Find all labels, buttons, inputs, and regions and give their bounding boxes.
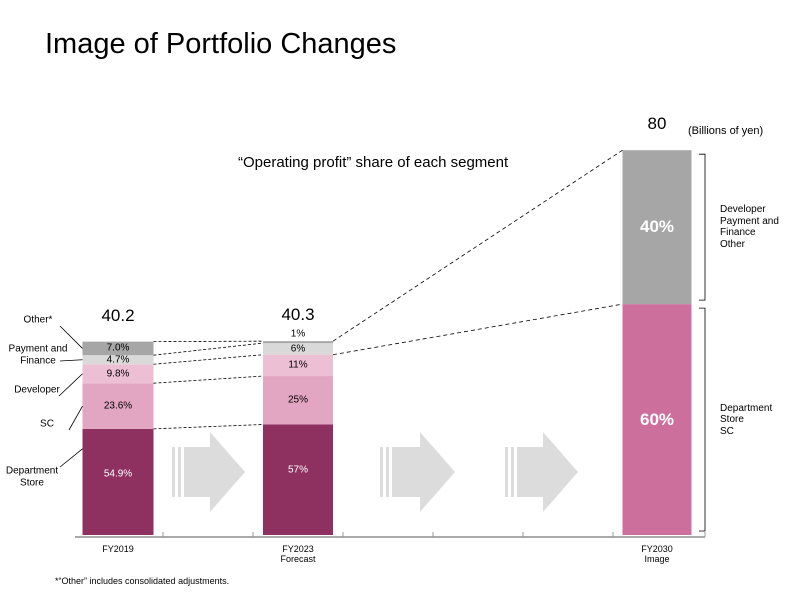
value-label: 4.7% [106, 353, 130, 365]
arrow-stripe [172, 447, 175, 497]
bar-segment [263, 354, 333, 377]
bar-segment [82, 428, 154, 535]
connector [153, 342, 264, 356]
value-label: 7.0% [106, 342, 130, 354]
arrow-stripe [178, 447, 181, 497]
unit: (Billions of yen) [688, 125, 764, 137]
bar-segment [622, 304, 692, 535]
segment-name: Other* [23, 314, 53, 326]
arrow-stripe [505, 447, 508, 497]
value-label: 11% [288, 359, 308, 371]
segment-name: SC [40, 418, 54, 430]
category-label: FY2023 Forecast [280, 544, 316, 565]
segment-name: Payment and Finance [8, 343, 68, 367]
bar-segment [263, 376, 333, 425]
total-label: 40.2 [101, 305, 135, 325]
bar-segment [82, 364, 154, 384]
footnote: *“Other” includes consolidated adjustmen… [55, 576, 230, 586]
arrow [517, 432, 578, 512]
connector [332, 303, 623, 356]
group-name: Department Store SC [720, 402, 773, 437]
value-label: 23.6% [103, 400, 133, 412]
value-label: 9.8% [106, 367, 130, 379]
leader-line [68, 405, 83, 431]
arrow [184, 432, 245, 512]
value-label: 25% [287, 394, 309, 406]
subtitle: “Operating profit” share of each segment [238, 154, 509, 171]
bar-segment [263, 343, 333, 355]
connector [153, 424, 264, 430]
bar-segment [82, 341, 154, 356]
title: Image of Portfolio Changes [45, 28, 397, 60]
bar-segment [263, 424, 333, 535]
connector [153, 354, 264, 365]
connector [153, 375, 264, 384]
bar-segment [263, 341, 333, 344]
value-label: 40% [639, 217, 675, 237]
category-label: FY2030 Image [641, 544, 673, 565]
bracket [699, 153, 706, 301]
arrow-stripe [380, 447, 383, 497]
arrows [172, 432, 578, 512]
value-label: 1% [290, 328, 306, 340]
bar-segment [82, 383, 154, 429]
leader-line [58, 373, 83, 397]
total-label: 80 [647, 114, 667, 134]
value-label: 57% [287, 463, 309, 475]
arrow-stripe [386, 447, 389, 497]
bar-segment [622, 150, 692, 305]
bar-segment [82, 355, 154, 365]
group-name: Developer Payment and Finance Other [720, 204, 779, 250]
category-label: FY2019 [102, 544, 134, 554]
leader-line [59, 448, 83, 468]
value-label: 60% [639, 409, 675, 429]
leader-line [59, 359, 83, 362]
arrow-stripe [511, 447, 514, 497]
value-label: 6% [290, 343, 306, 355]
value-label: 54.9% [103, 468, 133, 480]
segment-name: Developer [14, 384, 60, 396]
total-label: 40.3 [281, 305, 315, 325]
segment-name: Department Store [5, 465, 59, 489]
bracket [699, 307, 706, 532]
connector [332, 149, 623, 342]
arrow [392, 432, 455, 512]
leader-line [59, 325, 83, 349]
